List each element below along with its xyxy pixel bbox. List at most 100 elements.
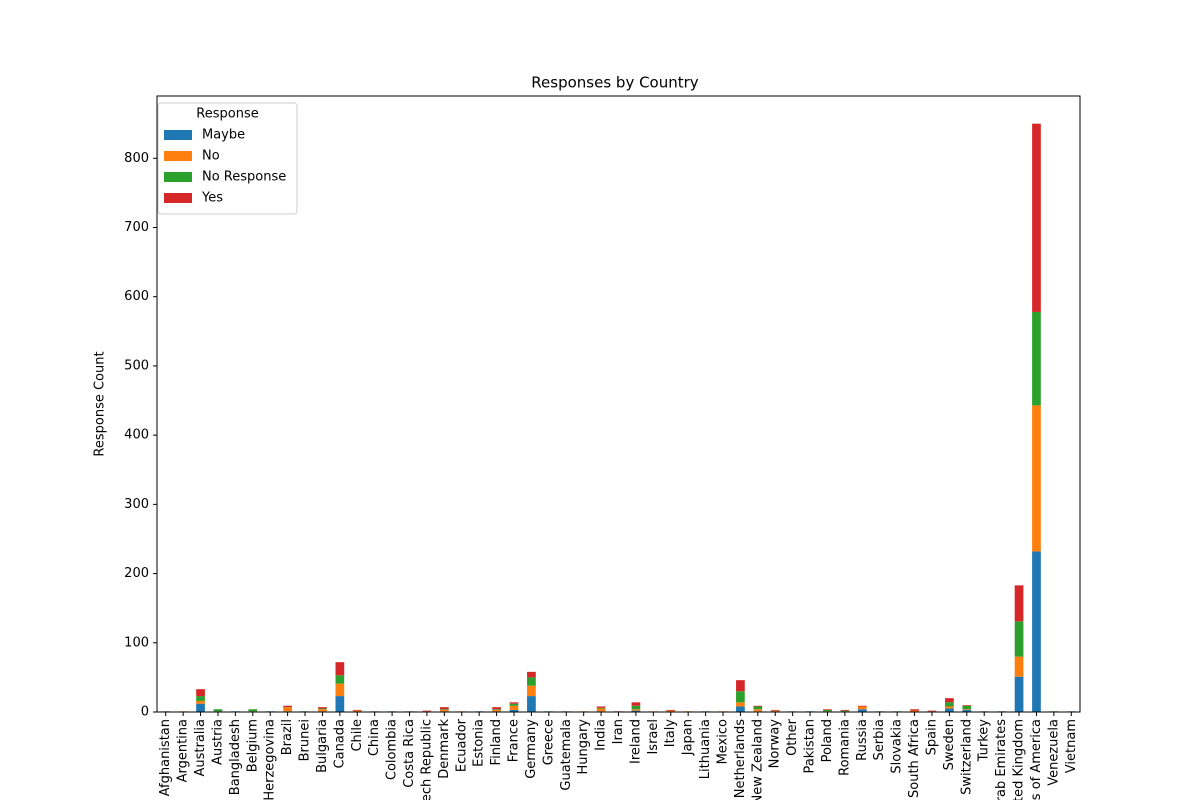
bar-segment [527, 696, 536, 712]
bar-segment [509, 703, 519, 706]
bar-segment [857, 705, 867, 707]
bar-segment [352, 709, 362, 711]
x-tick-label: Bangladesh [228, 719, 243, 795]
x-tick-label: Italy [663, 719, 678, 748]
bar-segment [753, 706, 763, 710]
bar-segment [335, 683, 345, 697]
bar-segment [196, 696, 205, 701]
x-tick-label: India [594, 719, 609, 751]
x-tick-label: Canada [332, 719, 347, 768]
x-tick-label: United Kingdom [1012, 719, 1027, 800]
bar-segment [962, 705, 972, 706]
legend-swatch [164, 193, 192, 203]
bar-segment [596, 708, 606, 712]
bar-segment [945, 706, 954, 709]
x-tick-label: Australia [193, 719, 208, 777]
x-tick-label: Serbia [872, 719, 887, 760]
bar-segment [527, 671, 536, 678]
x-tick-label: Lithuania [698, 719, 713, 779]
bar-segment [840, 710, 850, 712]
bar-segment [736, 691, 745, 703]
bar-segment [248, 709, 258, 712]
y-tick-label: 400 [124, 428, 149, 443]
bar-segment [439, 709, 449, 712]
bar-segment [1032, 311, 1041, 406]
y-axis-label: Response Count [93, 351, 108, 456]
x-tick-label: Other [785, 718, 800, 756]
x-tick-label: United States of America [1029, 719, 1044, 800]
y-tick-label: 0 [141, 705, 149, 720]
bar-segment [927, 710, 937, 712]
bar-segment [962, 709, 972, 712]
x-tick-label: Czech Republic [419, 719, 434, 800]
bar-segment [1032, 551, 1041, 712]
x-tick-label: Ecuador [454, 718, 469, 772]
y-tick-label: 200 [124, 566, 149, 581]
bar-segment [945, 702, 954, 707]
bar-segment [823, 709, 832, 710]
x-tick-label: Costa Rica [402, 719, 417, 788]
bar-segment [1014, 676, 1024, 712]
bar-segment [666, 709, 676, 711]
legend-swatch [164, 130, 192, 140]
bar-segment [439, 707, 449, 710]
bar-segment [335, 675, 345, 684]
y-tick-label: 800 [124, 151, 149, 166]
bar-segment [736, 702, 745, 707]
legend-swatch [164, 151, 192, 161]
bar-segment [631, 705, 641, 710]
bar-segment [1032, 405, 1041, 552]
x-tick-label: Colombia [385, 719, 400, 780]
bar-segment [509, 705, 519, 710]
y-tick-label: 600 [124, 289, 149, 304]
bar-segment [283, 707, 292, 712]
bar-segment [945, 708, 954, 712]
x-tick-label: Pakistan [803, 719, 818, 773]
bar-segment [213, 709, 223, 712]
y-tick-label: 500 [124, 358, 149, 373]
x-tick-label: Brunei [298, 719, 313, 761]
bar-segment [753, 705, 763, 707]
y-tick-label: 100 [124, 635, 149, 650]
bar-segment [596, 707, 606, 709]
bar-segment [422, 710, 432, 712]
x-tick-label: Austria [210, 719, 225, 765]
bar-segment [631, 702, 641, 706]
x-tick-label: South Africa [907, 719, 922, 798]
bar-segment [318, 707, 327, 709]
bar-segment [631, 709, 641, 711]
bar-segment [770, 709, 780, 711]
y-tick-label: 300 [124, 497, 149, 512]
legend-swatch [164, 172, 192, 182]
bar-segment [196, 703, 205, 712]
x-tick-label: Poland [820, 719, 835, 762]
x-tick-label: Spain [924, 719, 939, 755]
x-tick-label: Germany [524, 719, 539, 779]
bar-segment [770, 710, 780, 712]
bar-segment [823, 709, 832, 712]
x-tick-label: Mexico [715, 719, 730, 764]
bar-segment [910, 709, 919, 711]
x-tick-label: Switzerland [959, 719, 974, 795]
legend-label: Maybe [202, 128, 245, 143]
bar-segment [335, 696, 345, 712]
x-tick-label: Norway [768, 719, 783, 769]
x-tick-label: Finland [489, 719, 504, 765]
legend-box [157, 102, 298, 215]
bar-segment [736, 706, 745, 712]
bar-segment [666, 710, 676, 712]
bar-segment [596, 706, 606, 708]
bar-segment [527, 677, 536, 686]
legend-label: No [202, 149, 220, 164]
bar-segment [492, 709, 501, 710]
x-tick-label: Russia [855, 719, 870, 761]
x-tick-label: Guatemala [559, 719, 574, 791]
x-tick-label: Slovakia [890, 719, 905, 774]
bar-segment [736, 680, 745, 692]
bar-segment [1032, 123, 1041, 312]
x-tick-label: Bosnia and Herzegovina [263, 719, 278, 800]
legend-title: Response [196, 107, 258, 122]
bar-segment [352, 710, 362, 712]
bar-segment [1014, 585, 1024, 622]
